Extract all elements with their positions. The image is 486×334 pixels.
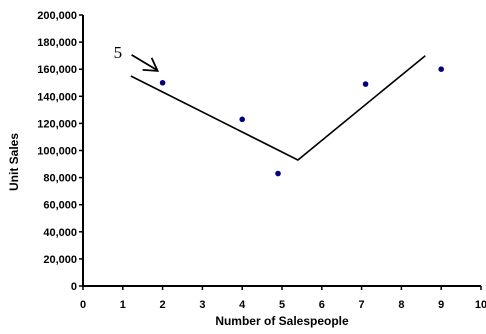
x-tick-label: 10 [475, 299, 486, 311]
x-tick-label: 7 [359, 299, 365, 311]
x-tick-label: 1 [120, 299, 126, 311]
y-tick-label: 60,000 [43, 200, 77, 212]
y-tick-label: 120,000 [37, 118, 77, 130]
y-axis-title: Unit Sales [7, 133, 21, 191]
fit-line [130, 55, 426, 161]
x-tick-label: 6 [319, 299, 325, 311]
annotations: 5 [114, 43, 160, 72]
y-tick-label: 100,000 [37, 146, 77, 158]
y-tick-label: 200,000 [37, 10, 77, 22]
data-points [159, 66, 445, 177]
x-tick-label: 8 [398, 299, 404, 311]
y-tick-label: 160,000 [37, 64, 77, 76]
x-tick-label: 4 [239, 299, 246, 311]
x-tick-label: 5 [279, 299, 285, 311]
data-point [275, 170, 281, 177]
data-point [438, 66, 445, 72]
x-tick-label: 2 [160, 299, 166, 311]
y-tick-label: 80,000 [43, 173, 77, 185]
x-tick-labels: 0 1 2 3 4 5 6 7 8 9 10 [80, 299, 486, 311]
y-tick-label: 20,000 [43, 254, 77, 266]
y-tick-label: 40,000 [43, 227, 77, 239]
data-point [362, 81, 369, 87]
y-tick-labels: 0 20,000 40,000 60,000 80,000 100,000 120,000 1… [37, 10, 77, 293]
axes [79, 14, 482, 290]
data-point [239, 116, 245, 123]
y-tick-label: 140,000 [37, 91, 77, 103]
y-tick-label: 180,000 [37, 37, 77, 49]
data-point [159, 79, 166, 86]
x-tick-label: 9 [438, 299, 444, 311]
x-axis-title: Number of Salespeople [215, 314, 349, 328]
annotation-arrow [131, 54, 160, 72]
fit-lines [130, 55, 426, 161]
y-tick-label: 0 [71, 281, 77, 293]
x-tick-label: 3 [199, 299, 205, 311]
annotation-label: 5 [114, 43, 123, 62]
x-tick-label: 0 [80, 299, 86, 311]
